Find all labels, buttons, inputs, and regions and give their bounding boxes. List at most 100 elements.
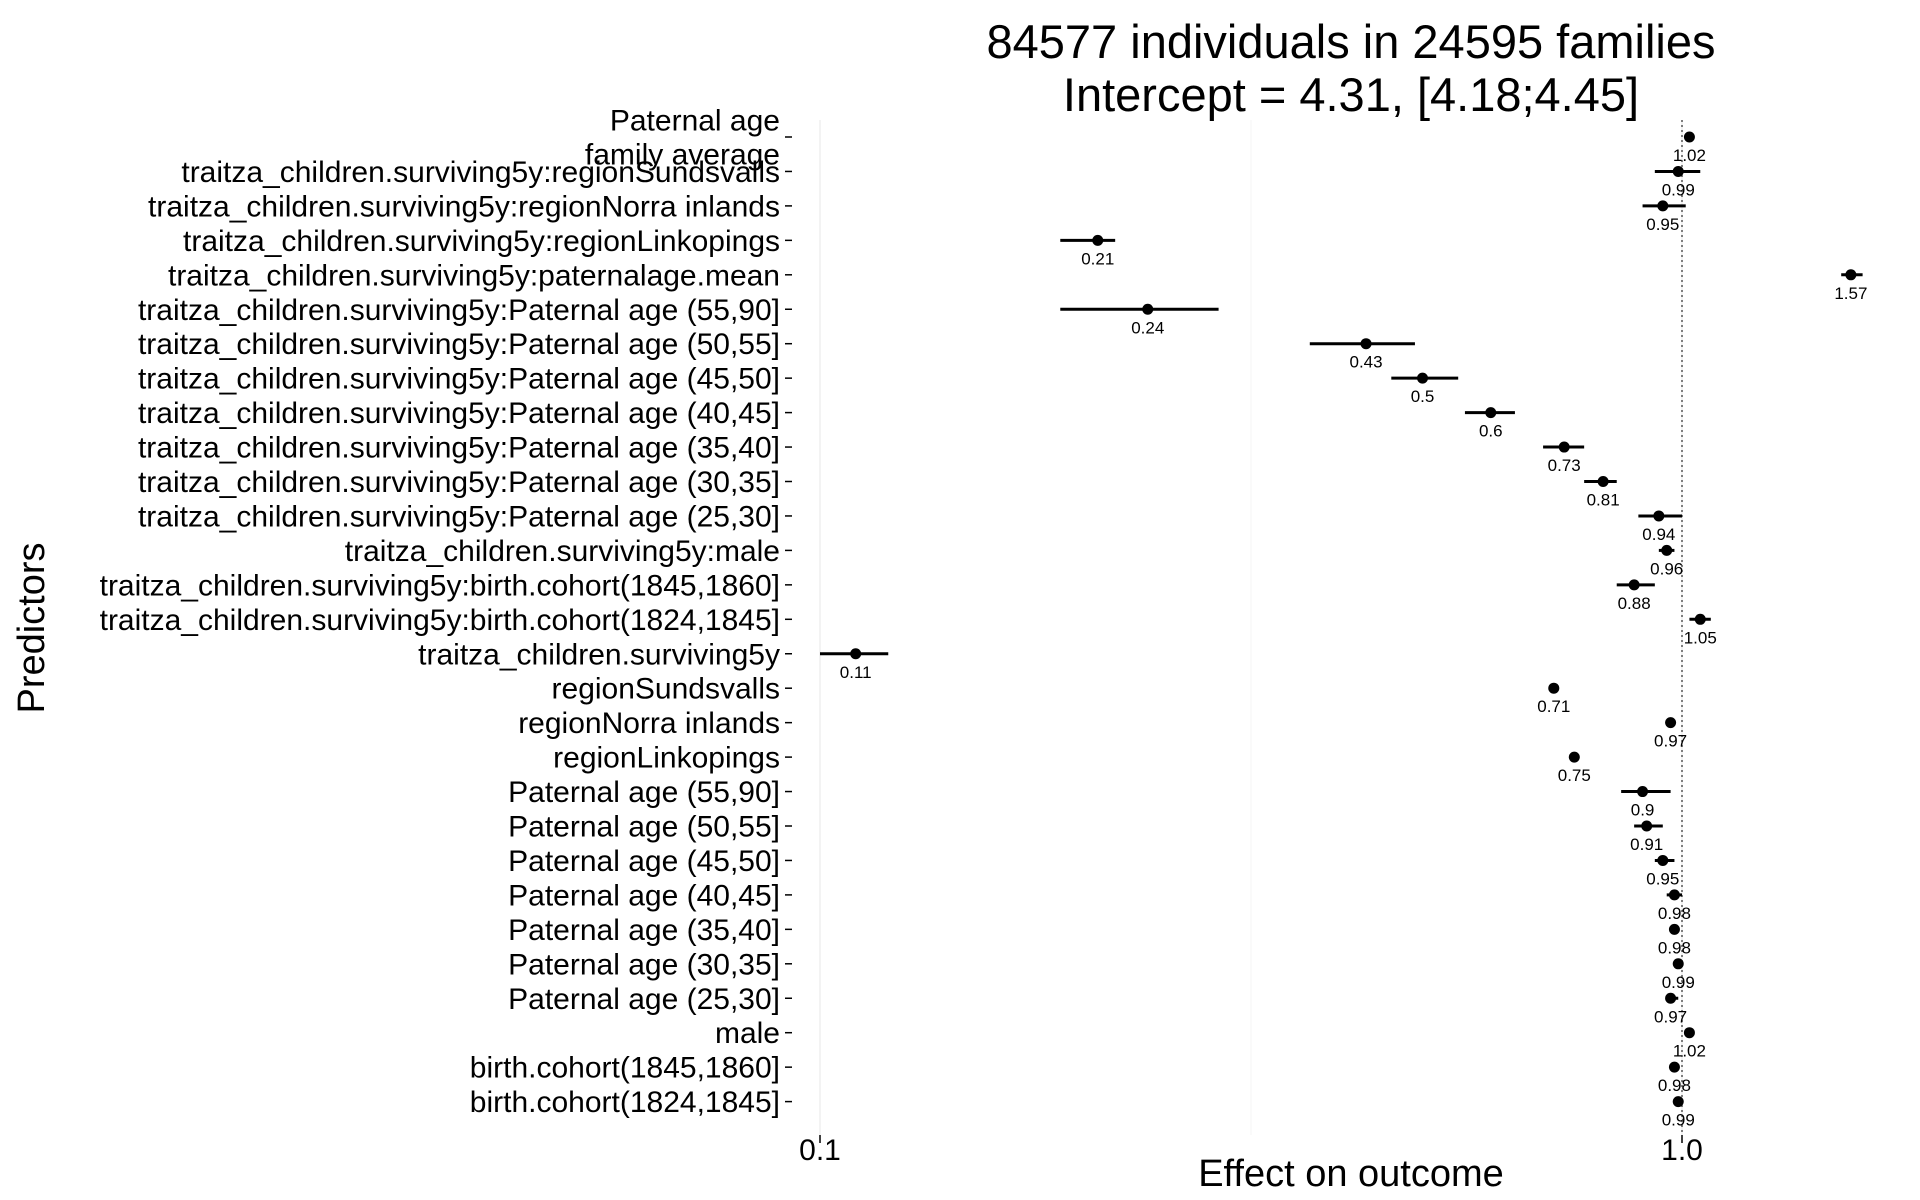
estimate-point	[1665, 717, 1677, 729]
value-label: 0.73	[1548, 456, 1581, 475]
value-labels: 1.02 0.99 0.95 0.21 1.57 0.24 0.43 0.5 0.6 0.73 0.…	[840, 146, 1868, 1130]
value-label: 0.99	[1662, 973, 1695, 992]
estimate-point	[850, 648, 862, 660]
estimate-point	[1417, 372, 1429, 384]
predictor-label: traitza_children.surviving5y:Paternal ag…	[138, 432, 780, 465]
predictor-label: traitza_children.surviving5y:birth.cohor…	[100, 604, 780, 637]
predictor-label: Paternal age (25,30]	[508, 983, 780, 1016]
value-label: 0.99	[1662, 180, 1695, 199]
estimate-point	[1665, 992, 1677, 1004]
predictor-label: regionNorra inlands	[518, 707, 780, 740]
estimate-point	[1360, 338, 1372, 350]
predictor-label: regionSundsvalls	[552, 673, 780, 706]
estimate-point	[1845, 269, 1857, 281]
predictor-label: Paternal age (35,40]	[508, 914, 780, 947]
point-estimates	[850, 131, 1857, 1108]
estimate-point	[1661, 544, 1673, 556]
predictor-label: traitza_children.surviving5y:Paternal ag…	[138, 500, 780, 533]
predictor-label: traitza_children.surviving5y:regionLinko…	[183, 225, 780, 258]
value-label: 0.97	[1654, 1007, 1687, 1026]
predictor-label: traitza_children.surviving5y:regionNorra…	[148, 190, 780, 223]
predictor-label: traitza_children.surviving5y:Paternal ag…	[138, 397, 780, 430]
predictor-label: traitza_children.surviving5y	[418, 638, 780, 671]
value-label: 0.99	[1662, 1111, 1695, 1130]
y-axis-title: Predictors	[11, 542, 53, 713]
value-label: 0.9	[1631, 801, 1655, 820]
value-label: 0.5	[1411, 387, 1435, 406]
estimate-point	[1683, 131, 1695, 143]
estimate-point	[1568, 751, 1580, 763]
estimate-point	[1548, 682, 1560, 694]
x-axis-ticks: 0.1 1.0	[799, 1134, 1703, 1167]
estimate-point	[1637, 786, 1649, 798]
predictor-label: birth.cohort(1824,1845]	[470, 1086, 780, 1119]
chart-subtitle: Intercept = 4.31, [4.18;4.45]	[1063, 68, 1639, 121]
predictor-label: traitza_children.surviving5y:Paternal ag…	[138, 466, 780, 499]
value-label: 1.02	[1673, 1042, 1706, 1061]
value-label: 0.95	[1646, 215, 1679, 234]
estimate-point	[1628, 579, 1640, 591]
predictor-label: traitza_children.surviving5y:birth.cohor…	[100, 569, 780, 602]
estimate-point	[1597, 476, 1609, 487]
estimate-point	[1672, 1096, 1684, 1108]
value-label: 0.71	[1537, 697, 1570, 716]
predictor-label: Paternal age (55,90]	[508, 776, 780, 809]
predictor-labels: Paternal age family averagetraitza_childr…	[100, 105, 780, 1120]
value-label: 0.43	[1350, 353, 1383, 372]
estimate-point	[1641, 820, 1653, 832]
value-label: 0.91	[1630, 835, 1663, 854]
estimate-point	[1672, 958, 1684, 970]
x-tick-label: 0.1	[799, 1134, 841, 1167]
predictor-label: Paternal age family average	[585, 105, 780, 172]
predictor-label: traitza_children.surviving5y:male	[345, 535, 780, 568]
estimate-point	[1485, 407, 1497, 419]
estimate-point	[1653, 510, 1665, 522]
value-label: 0.88	[1618, 594, 1651, 613]
value-label: 0.97	[1654, 732, 1687, 751]
value-label: 0.94	[1642, 525, 1675, 544]
estimate-point	[1142, 303, 1154, 315]
value-label: 0.21	[1081, 249, 1114, 268]
estimate-point	[1657, 200, 1669, 212]
predictor-label: traitza_children.surviving5y:Paternal ag…	[138, 363, 780, 396]
value-label: 0.95	[1646, 869, 1679, 888]
value-label: 0.81	[1587, 491, 1620, 510]
y-axis-ticks	[785, 136, 792, 1103]
predictor-label: Paternal age (40,45]	[508, 879, 780, 912]
estimate-point	[1694, 613, 1706, 625]
value-label: 0.98	[1658, 1076, 1691, 1095]
predictor-label: regionLinkopings	[553, 742, 780, 775]
value-label: 1.05	[1684, 628, 1717, 647]
x-axis-title: Effect on outcome	[1198, 1153, 1504, 1195]
value-label: 0.24	[1131, 318, 1164, 337]
estimate-point	[1558, 441, 1570, 453]
gridlines	[819, 120, 1683, 1135]
value-label: 0.96	[1650, 559, 1683, 578]
confidence-intervals	[820, 135, 1863, 1104]
estimate-point	[1683, 1027, 1695, 1039]
x-tick-label: 1.0	[1661, 1134, 1703, 1167]
predictor-label: traitza_children.surviving5y:Paternal ag…	[138, 294, 780, 327]
estimate-point	[1092, 234, 1104, 246]
value-label: 1.57	[1834, 284, 1867, 303]
value-label: 0.98	[1658, 904, 1691, 923]
value-label: 1.02	[1673, 146, 1706, 165]
predictor-label: traitza_children.surviving5y:Paternal ag…	[138, 328, 780, 361]
estimate-point	[1657, 854, 1669, 866]
estimate-point	[1672, 165, 1684, 177]
predictor-label: Paternal age (45,50]	[508, 845, 780, 878]
value-label: 0.6	[1479, 422, 1503, 441]
predictor-label: traitza_children.surviving5y:paternalage…	[168, 259, 780, 292]
predictor-label: Paternal age (50,55]	[508, 811, 780, 844]
predictor-label: male	[715, 1017, 780, 1050]
predictor-label: traitza_children.surviving5y:regionSunds…	[181, 156, 780, 189]
value-label: 0.75	[1558, 766, 1591, 785]
chart-title: 84577 individuals in 24595 families	[987, 15, 1716, 68]
predictor-label: birth.cohort(1845,1860]	[470, 1052, 780, 1085]
estimate-point	[1668, 923, 1680, 935]
predictor-label: Paternal age (30,35]	[508, 948, 780, 981]
value-label: 0.11	[840, 663, 872, 682]
estimate-point	[1668, 1061, 1680, 1073]
estimate-point	[1668, 889, 1680, 901]
